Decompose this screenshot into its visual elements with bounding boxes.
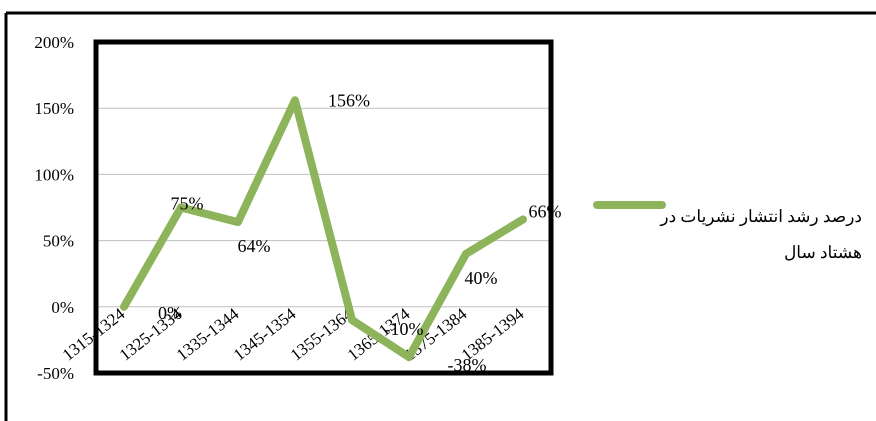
series-line: [120, 96, 527, 362]
y-tick-label: -50%: [37, 364, 74, 383]
y-tick-label: 0%: [51, 298, 74, 317]
data-label: 40%: [465, 268, 498, 288]
data-label: -10%: [385, 319, 424, 339]
x-tick-label: 1345-1354: [230, 304, 300, 365]
y-tick-label: 150%: [34, 99, 74, 118]
series-line-path: [120, 96, 527, 362]
gridlines: [96, 107, 551, 308]
plot-area-border: [93, 39, 554, 376]
legend: درصد رشد انتشار نشریات در هشتاد سال: [593, 201, 862, 262]
data-label: -38%: [448, 355, 487, 375]
y-tick-label: 200%: [34, 33, 74, 52]
legend-label-line-1: درصد رشد انتشار نشریات در: [659, 207, 862, 227]
data-label: 75%: [171, 194, 204, 214]
legend-label-line-2: هشتاد سال: [784, 243, 862, 262]
x-tick-label: 1335-1344: [173, 304, 243, 365]
data-label: 66%: [529, 201, 562, 221]
y-tick-label: 100%: [34, 165, 74, 184]
data-label: 64%: [238, 236, 271, 256]
y-axis-tick-labels: -50% 0% 50% 100% 150% 200%: [34, 33, 74, 383]
data-label: 0%: [158, 303, 182, 323]
data-labels: 0% 75% 64% 156% -10% -38% 40% 66%: [158, 90, 562, 375]
data-label: 156%: [328, 90, 370, 110]
y-tick-label: 50%: [43, 232, 74, 251]
